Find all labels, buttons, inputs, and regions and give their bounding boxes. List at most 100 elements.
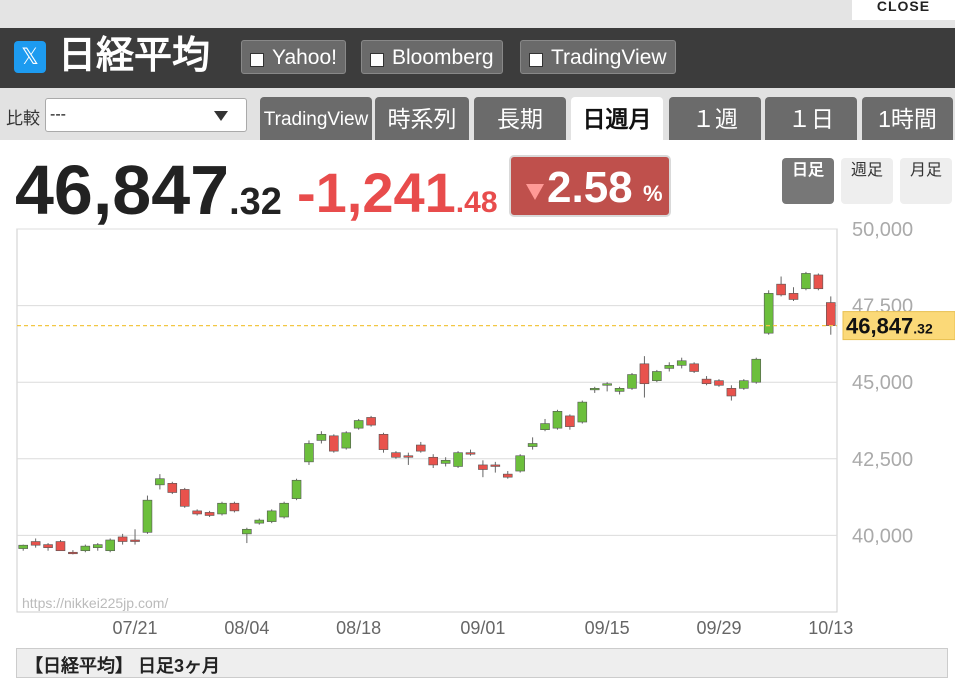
- candle-body: [18, 544, 28, 549]
- candle-body: [416, 444, 426, 452]
- candle-body: [739, 380, 749, 389]
- percent-box: 2.58%: [509, 155, 671, 217]
- tab[interactable]: 日週月: [571, 97, 663, 140]
- candle-body: [751, 358, 762, 383]
- price-integer: 46,847: [15, 151, 230, 229]
- percent-value: 2.58: [547, 163, 633, 212]
- candle-body: [453, 452, 463, 467]
- last-price-decimal: .32: [913, 321, 933, 337]
- candle-body: [68, 551, 78, 555]
- tab[interactable]: １日: [765, 97, 857, 140]
- y-tick-label: 50,000: [852, 220, 913, 241]
- candle-body: [167, 483, 178, 493]
- compare-label: 比較: [6, 109, 40, 128]
- candle-body: [130, 539, 140, 542]
- price: 46,847.32: [15, 150, 282, 230]
- x-tick-label: 10/13: [808, 618, 853, 638]
- candle-body: [279, 502, 289, 518]
- candle-body: [291, 479, 302, 499]
- candle-body: [105, 539, 115, 552]
- compare-select[interactable]: ---: [45, 98, 247, 132]
- candle-body: [490, 464, 501, 467]
- tab[interactable]: 1時間: [862, 97, 953, 140]
- y-tick-label: 40,000: [852, 525, 913, 547]
- candle-body: [403, 455, 414, 458]
- x-tick-label: 09/01: [460, 618, 505, 638]
- top-strip: [0, 0, 955, 28]
- x-share-icon[interactable]: 𝕏: [14, 41, 46, 73]
- candle-body: [614, 388, 625, 392]
- x-tick-label: 09/15: [585, 618, 630, 638]
- change: -1,241.48: [297, 160, 498, 225]
- tab[interactable]: １週: [669, 97, 761, 140]
- down-arrow: [526, 184, 544, 200]
- x-tick-label: 08/04: [224, 618, 269, 638]
- tab[interactable]: TradingView: [260, 97, 372, 140]
- tab[interactable]: 長期: [474, 97, 566, 140]
- candle-body: [254, 519, 265, 524]
- page-title: 日経平均: [58, 35, 211, 77]
- candle-body: [676, 360, 687, 366]
- candle-body: [304, 443, 314, 463]
- candle-body: [652, 371, 662, 381]
- candle-body: [527, 443, 538, 447]
- candle-body: [92, 544, 103, 548]
- candle-body: [242, 528, 252, 535]
- candle-body: [763, 293, 774, 334]
- candle-body: [478, 464, 488, 470]
- candle-body: [30, 541, 41, 546]
- x-tick-label: 08/18: [336, 618, 381, 638]
- percent-unit: %: [643, 181, 663, 206]
- candle-body: [726, 388, 737, 397]
- watermark: https://nikkei225jp.com/: [22, 595, 168, 611]
- candle-body: [440, 460, 451, 464]
- period-button[interactable]: 日足: [782, 158, 834, 204]
- candle-body: [353, 420, 364, 429]
- candle-body: [229, 502, 240, 512]
- candle-body: [204, 512, 215, 516]
- candle-body: [602, 383, 612, 386]
- candle-body: [43, 544, 53, 548]
- candle-body: [316, 433, 327, 441]
- last-price-tag: [842, 311, 955, 341]
- candle-body: [55, 541, 66, 552]
- candle-body: [701, 378, 712, 385]
- candle-body: [117, 536, 128, 542]
- candle-body: [826, 302, 836, 326]
- candle-body: [589, 388, 600, 391]
- y-tick-label: 45,000: [852, 372, 913, 394]
- period-button[interactable]: 週足: [841, 158, 893, 204]
- candle-body: [627, 374, 637, 389]
- candle-body: [155, 478, 165, 486]
- y-tick-label: 42,500: [852, 449, 913, 471]
- candle-body: [540, 423, 550, 430]
- candle-body: [664, 365, 675, 369]
- change-decimal: .48: [455, 186, 498, 219]
- link-button[interactable]: Bloomberg: [361, 40, 503, 74]
- x-tick-label: 07/21: [113, 618, 158, 638]
- candle-body: [142, 499, 153, 533]
- change-integer: -1,241: [297, 161, 456, 224]
- tab[interactable]: 時系列: [375, 97, 469, 140]
- candle-body: [378, 433, 389, 450]
- period-button[interactable]: 月足: [900, 158, 952, 204]
- candle-body: [217, 502, 227, 515]
- candle-body: [179, 489, 190, 507]
- last-price-integer: 46,847: [846, 314, 913, 339]
- candle-body: [813, 274, 824, 290]
- x-tick-label: 09/29: [696, 618, 741, 638]
- link-button[interactable]: Yahoo!: [241, 40, 346, 74]
- footer-bar: 【日経平均】 日足3ヶ月: [16, 648, 948, 678]
- candle-body: [266, 510, 277, 522]
- candle-body: [577, 401, 588, 423]
- candle-body: [341, 432, 352, 449]
- candle-body: [192, 510, 202, 515]
- close-button[interactable]: CLOSE: [852, 0, 955, 20]
- candle-body: [428, 456, 438, 466]
- candle-body: [80, 545, 91, 552]
- candle-body: [714, 380, 724, 386]
- link-button[interactable]: TradingView: [520, 40, 676, 74]
- candle-body: [776, 283, 786, 296]
- candle-body: [465, 452, 476, 455]
